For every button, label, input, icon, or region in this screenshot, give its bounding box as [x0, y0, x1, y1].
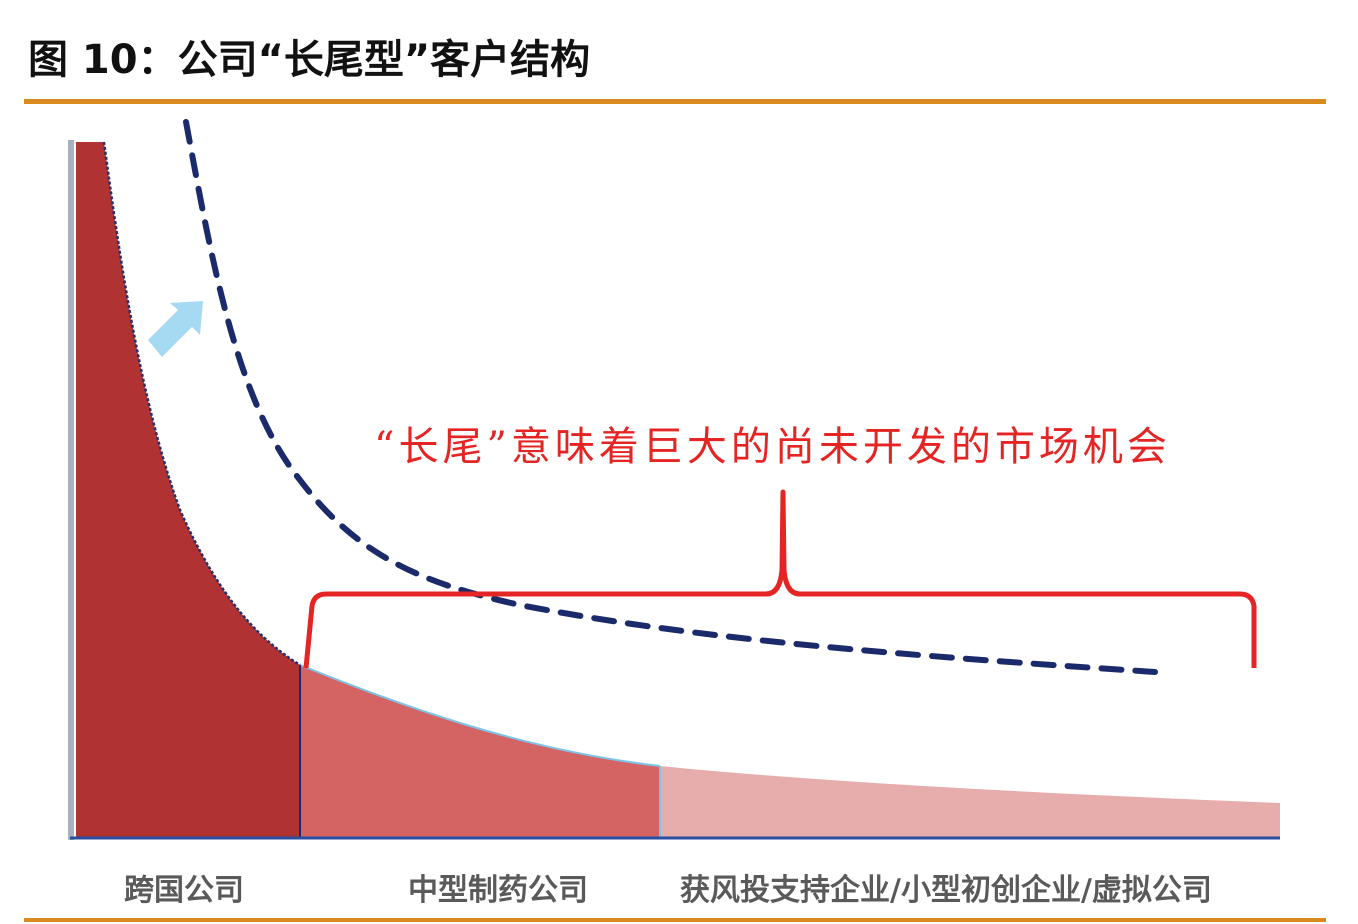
segment-long-tail-area — [660, 766, 1280, 838]
y-axis — [68, 140, 74, 840]
midsize-edge — [299, 664, 661, 767]
segment-midsize-area — [300, 665, 660, 838]
title-divider — [24, 99, 1326, 104]
long-tail-bracket — [303, 489, 1257, 669]
head-edge — [102, 141, 301, 667]
figure-title: 图 10：公司“长尾型”客户结构 — [28, 37, 591, 83]
long-tail-annotation: “长尾”意味着巨大的尚未开发的市场机会 — [374, 424, 1171, 470]
segment-label-midsize: 中型制药公司 — [408, 873, 588, 908]
arrow-up-right-icon — [148, 301, 203, 357]
segment-label-multinational: 跨国公司 — [124, 873, 244, 908]
bottom-divider — [24, 918, 1326, 922]
segment-label-long-tail: 获风投支持企业/小型初创企业/虚拟公司 — [680, 873, 1212, 908]
segment-head-area — [76, 142, 300, 838]
shifted-demand-curve — [183, 119, 1158, 675]
